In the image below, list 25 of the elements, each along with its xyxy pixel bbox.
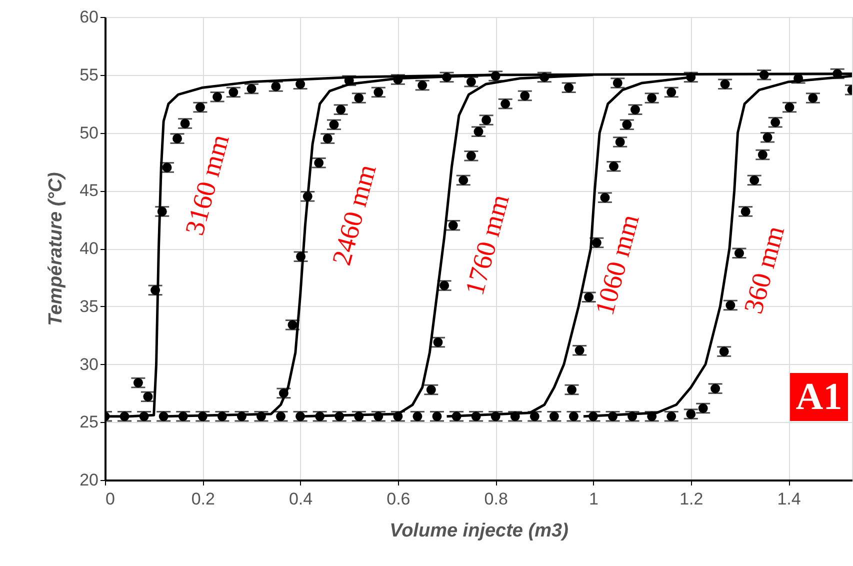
y-tick-label: 25 xyxy=(80,412,98,432)
annotation: 3160 mm xyxy=(179,131,235,238)
x-tick-label: 1.2 xyxy=(680,490,704,508)
x-tick-label: 0.8 xyxy=(484,490,508,508)
x-tick-label: 0 xyxy=(106,490,115,508)
y-tick-label: 30 xyxy=(80,354,98,374)
annotation: 2460 mm xyxy=(326,161,382,268)
annotation: 1760 mm xyxy=(459,191,515,298)
annotation: 360 mm xyxy=(738,222,790,317)
x-tick-label: 1.4 xyxy=(777,490,801,508)
y-tick-label: 45 xyxy=(80,181,98,200)
x-tick-label: 0.6 xyxy=(386,490,410,508)
annotation: 1060 mm xyxy=(589,211,645,318)
annotation: A1 xyxy=(796,376,842,418)
x-tick-label: 0.4 xyxy=(288,490,313,508)
y-tick-label: 20 xyxy=(80,470,98,490)
y-tick-label: 50 xyxy=(80,123,98,142)
y-tick-label: 35 xyxy=(80,296,98,316)
y-tick-label: 40 xyxy=(80,239,98,258)
x-tick-label: 1 xyxy=(589,490,598,508)
y-tick-label: 55 xyxy=(80,65,98,84)
y-tick-label: 60 xyxy=(80,8,98,26)
x-axis-title: Volume injecte (m3) xyxy=(390,520,568,542)
y-axis-title: Température (°C) xyxy=(46,172,67,326)
x-tick-label: 0.2 xyxy=(191,490,215,508)
